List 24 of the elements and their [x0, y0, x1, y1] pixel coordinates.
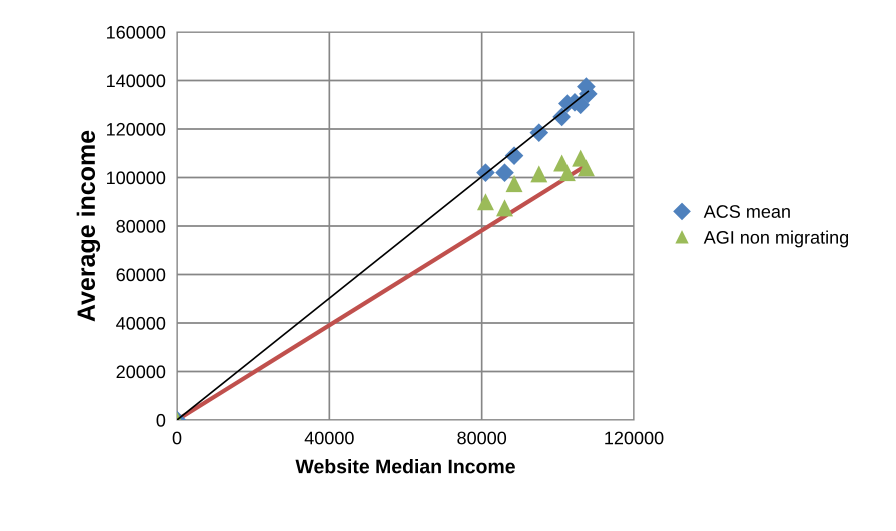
- y-tick-label: 140000: [107, 74, 166, 88]
- point: [558, 164, 576, 182]
- point: [496, 199, 514, 216]
- legend-label: AGI non migrating: [704, 230, 848, 248]
- y-tick-label: 60000: [116, 268, 166, 282]
- point: [495, 163, 514, 182]
- y-tick-label: 0: [156, 414, 166, 427]
- x-axis-title: Website Median Income: [295, 459, 515, 474]
- point: [530, 165, 548, 182]
- y-axis-title: Average income: [76, 130, 100, 322]
- y-tick-label: 20000: [116, 365, 166, 378]
- x-tick-label: 120000: [605, 432, 664, 444]
- y-tick-label: 100000: [107, 171, 166, 184]
- point: [476, 193, 494, 210]
- y-tick-label: 160000: [107, 26, 166, 39]
- y-tick-label: 120000: [107, 122, 166, 136]
- legend-label: ACS mean: [704, 205, 790, 218]
- point: [578, 159, 595, 176]
- x-tick-label: 40000: [304, 432, 354, 444]
- y-tick-label: 40000: [116, 316, 166, 330]
- x-tick-label: 0: [172, 432, 182, 444]
- x-tick-label: 80000: [457, 432, 506, 444]
- point: [506, 175, 523, 192]
- y-tick-label: 80000: [116, 220, 166, 233]
